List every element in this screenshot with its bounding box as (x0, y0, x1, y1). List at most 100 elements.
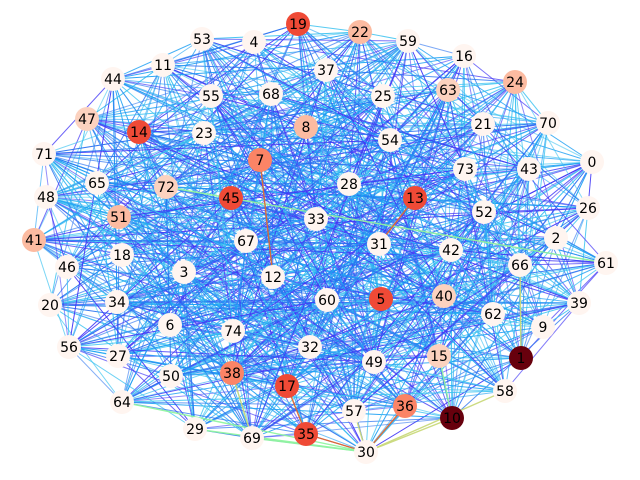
node-circle (493, 379, 517, 403)
node-label: 47 (78, 112, 96, 128)
edge-44-66 (112, 78, 521, 266)
edge-24-26 (514, 81, 589, 209)
edge-52-62 (483, 211, 494, 315)
node-70: 70 (536, 111, 560, 135)
node-8: 8 (294, 115, 318, 139)
node-11: 11 (151, 53, 175, 77)
node-label: 56 (60, 340, 78, 356)
node-18: 18 (110, 243, 134, 267)
node-71: 71 (32, 142, 56, 166)
edge-26-33 (315, 207, 589, 220)
node-16: 16 (452, 44, 476, 68)
node-47: 47 (75, 107, 99, 131)
node-circle (531, 315, 555, 339)
node-label: 74 (224, 324, 242, 340)
edge-56-60 (68, 299, 328, 348)
node-label: 64 (113, 395, 131, 411)
node-48: 48 (34, 185, 58, 209)
node-label: 54 (381, 133, 399, 149)
edge-70-71 (43, 122, 549, 155)
node-59: 59 (396, 29, 420, 53)
node-43: 43 (517, 157, 541, 181)
node-44: 44 (101, 67, 125, 91)
node-circle (481, 302, 505, 326)
node-circle (509, 346, 533, 370)
node-52: 52 (472, 200, 496, 224)
edge-54-62 (389, 139, 494, 315)
node-circle (259, 82, 283, 106)
edge-61-66 (519, 262, 607, 266)
node-label: 27 (109, 349, 127, 365)
edge-43-68 (270, 93, 530, 170)
edge-22-53 (201, 31, 361, 40)
edge-42-57 (353, 249, 452, 412)
edge-36-74 (232, 330, 406, 407)
edge-35-54 (305, 139, 391, 435)
edge-63-66 (447, 89, 521, 266)
node-label: 73 (456, 162, 474, 178)
edge-33-41 (33, 218, 317, 241)
node-circle (220, 361, 244, 385)
edge-25-70 (382, 95, 549, 124)
edge-60-64 (121, 299, 328, 403)
edge-20-36 (49, 304, 406, 407)
node-circle (275, 374, 299, 398)
node-circle (294, 422, 318, 446)
node-5: 5 (369, 287, 393, 311)
node-label: 21 (474, 117, 492, 133)
node-label: 42 (442, 243, 460, 259)
node-63: 63 (436, 78, 460, 102)
node-circle (219, 186, 243, 210)
node-label: 22 (351, 25, 369, 41)
edge-41-68 (33, 93, 272, 241)
node-label: 71 (35, 147, 53, 163)
edge-17-29 (194, 385, 288, 430)
edge-36-71 (43, 153, 406, 407)
node-label: 34 (108, 295, 126, 311)
edge-40-58 (443, 295, 506, 392)
node-label: 12 (264, 270, 282, 286)
node-circle (369, 287, 393, 311)
edge-31-58 (378, 243, 506, 392)
edge-45-48 (45, 196, 232, 199)
edge-59-61 (407, 40, 607, 264)
node-circle (286, 12, 310, 36)
edge-51-56 (68, 216, 120, 348)
edge-57-66 (353, 264, 521, 412)
edge-41-45 (33, 197, 232, 241)
node-circle (22, 228, 46, 252)
edge-68-73 (270, 93, 466, 170)
node-0: 0 (580, 150, 604, 174)
node-circle (471, 112, 495, 136)
edge-47-72 (86, 118, 167, 188)
edge-35-64 (121, 401, 307, 435)
node-circle (55, 255, 79, 279)
node-circle (240, 426, 264, 450)
edge-25-72 (165, 95, 384, 188)
node-label: 53 (193, 32, 211, 48)
edge-69-74 (232, 330, 253, 439)
node-circle (576, 196, 600, 220)
node-33: 33 (304, 207, 328, 231)
node-circle (503, 70, 527, 94)
node-circle (75, 107, 99, 131)
node-circle (594, 251, 618, 275)
edge-58-64 (121, 390, 506, 403)
edge-56-73 (68, 168, 466, 348)
node-28: 28 (337, 172, 361, 196)
node-circle (508, 253, 532, 277)
edge-57-58 (353, 390, 506, 412)
node-circle (107, 205, 131, 229)
node-circle (110, 390, 134, 414)
node-circle (159, 364, 183, 388)
edge-48-67 (45, 196, 247, 242)
node-circle (580, 150, 604, 174)
node-label: 2 (552, 231, 561, 247)
node-label: 30 (357, 445, 375, 461)
node-circle (427, 344, 451, 368)
node-1: 1 (509, 346, 533, 370)
edge-21-47 (86, 118, 484, 125)
edge-46-69 (66, 266, 253, 439)
node-label: 7 (256, 153, 265, 169)
